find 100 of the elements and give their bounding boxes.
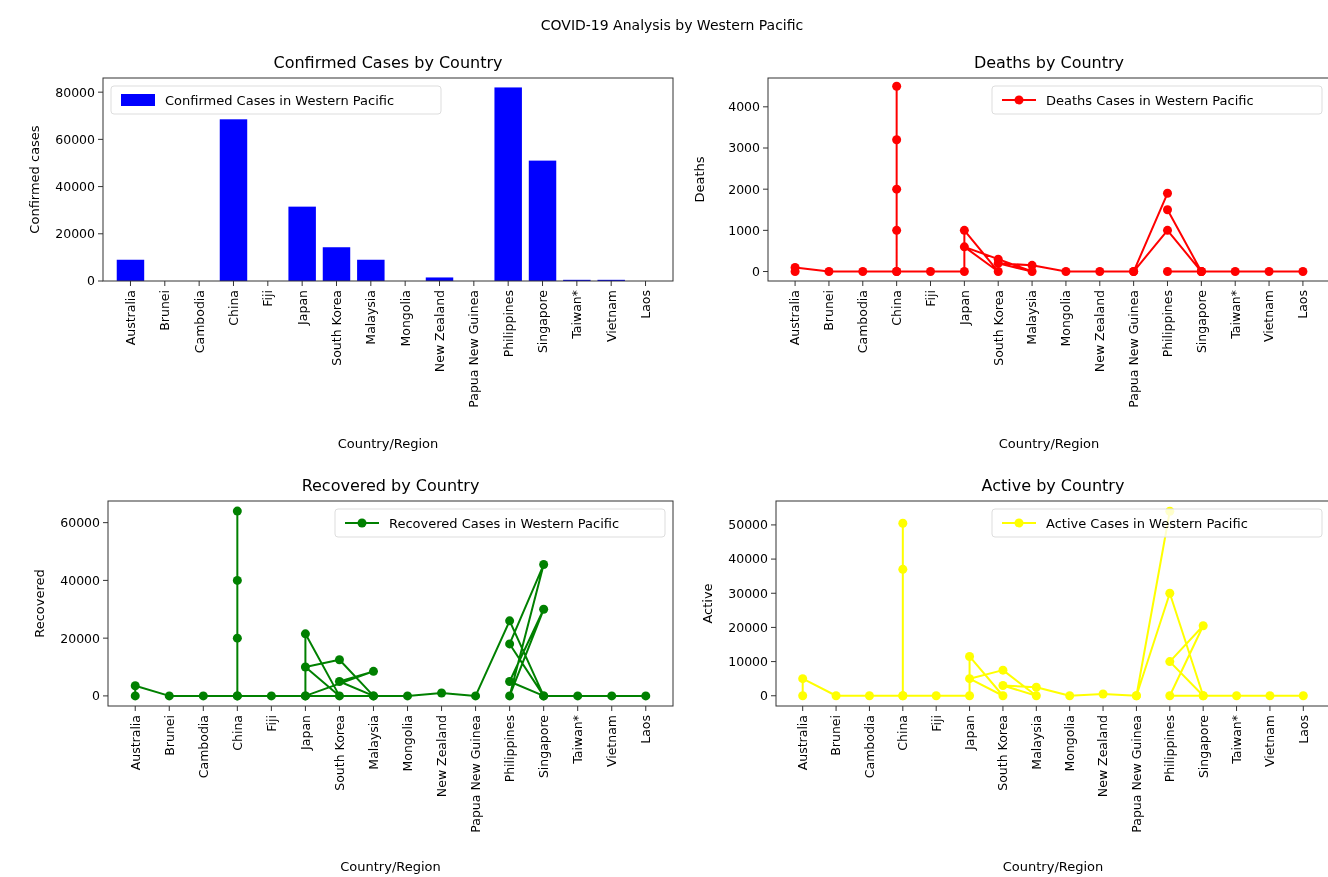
x-tick-label: Japan xyxy=(294,290,310,326)
x-tick-label: Philippines xyxy=(502,715,517,783)
x-tick-label: Brunei xyxy=(821,290,837,331)
x-tick-label: New Zealand xyxy=(1092,290,1108,373)
y-tick-label: 0 xyxy=(752,263,761,279)
x-tick-label: China xyxy=(225,290,241,326)
x-tick-label: Fiji xyxy=(928,715,944,732)
x-tick-label: Mongolia xyxy=(1058,290,1074,347)
x-tick-label: Papua New Guinea xyxy=(467,715,483,833)
x-tick-label: South Korea xyxy=(990,290,1006,366)
y-tick-label: 0 xyxy=(87,273,96,289)
x-tick-label: Brunei xyxy=(828,715,844,756)
x-tick-label: Japan xyxy=(297,715,313,751)
chart-title: Active by Country xyxy=(981,476,1125,495)
y-tick-label: 2000 xyxy=(728,181,761,197)
x-tick-label: China xyxy=(895,715,911,751)
y-tick-label: 60000 xyxy=(55,131,96,147)
y-tick-label: 0 xyxy=(92,688,101,704)
x-tick-label: Cambodia xyxy=(191,290,207,354)
chart-title: Confirmed Cases by Country xyxy=(273,53,503,72)
x-tick-label: Laos xyxy=(638,715,654,744)
x-tick-label: Australia xyxy=(122,290,138,346)
y-tick-label: 20000 xyxy=(55,226,96,242)
x-tick-label: Laos xyxy=(637,290,653,319)
x-tick-label: New Zealand xyxy=(431,290,447,373)
y-tick-label: 40000 xyxy=(55,178,96,194)
x-tick-label: Mongolia xyxy=(397,290,413,347)
x-tick-label: South Korea xyxy=(328,290,344,366)
x-tick-label: Vietnam xyxy=(1262,715,1278,768)
y-tick-label: 3000 xyxy=(728,140,761,156)
x-tick-label: China xyxy=(889,290,905,326)
x-tick-label: Taiwan* xyxy=(1228,715,1244,765)
x-tick-label: Singapore xyxy=(1195,714,1211,779)
x-tick-label: New Zealand xyxy=(1095,715,1111,798)
x-tick-label: Malaysia xyxy=(1028,715,1044,770)
x-tick-label: Vietnam xyxy=(604,715,620,768)
x-axis-title: Country/Region xyxy=(998,436,1100,451)
x-axis-title: Country/Region xyxy=(337,436,439,451)
y-tick-label: 1000 xyxy=(728,222,761,238)
y-tick-label: 20000 xyxy=(728,619,769,635)
y-tick-label: 30000 xyxy=(728,585,769,601)
x-tick-label: Laos xyxy=(1295,290,1311,319)
x-tick-label: Vietnam xyxy=(603,290,619,343)
x-tick-label: Mongolia xyxy=(1062,715,1078,772)
y-axis-title: Deaths xyxy=(692,156,707,203)
x-tick-label: Brunei xyxy=(157,290,173,331)
x-tick-label: Malaysia xyxy=(1024,290,1040,345)
x-tick-label: Laos xyxy=(1295,715,1311,744)
x-tick-label: Taiwan* xyxy=(569,290,585,340)
x-tick-label: China xyxy=(229,715,245,751)
x-tick-label: Brunei xyxy=(161,715,177,756)
x-tick-label: New Zealand xyxy=(433,715,449,798)
x-tick-label: Philippines xyxy=(1162,715,1178,783)
x-tick-label: Cambodia xyxy=(861,715,877,779)
x-tick-label: Australia xyxy=(795,715,811,771)
y-tick-label: 20000 xyxy=(60,630,101,646)
x-tick-label: Vietnam xyxy=(1261,290,1277,343)
x-tick-label: South Korea xyxy=(331,715,347,791)
x-axis-title: Country/Region xyxy=(340,859,441,874)
y-tick-label: 0 xyxy=(760,688,769,704)
x-tick-label: Australia xyxy=(787,290,803,346)
y-tick-label: 60000 xyxy=(60,515,101,531)
x-tick-label: Australia xyxy=(127,715,143,771)
x-tick-label: Cambodia xyxy=(855,290,871,354)
x-tick-label: Taiwan* xyxy=(1227,290,1243,340)
x-tick-label: Japan xyxy=(956,290,972,326)
legend-label: Recovered Cases in Western Pacific xyxy=(389,515,620,531)
x-tick-label: Papua New Guinea xyxy=(466,290,482,408)
y-tick-label: 80000 xyxy=(55,84,96,100)
chart-title: Recovered by Country xyxy=(301,476,480,495)
x-tick-label: Singapore xyxy=(536,714,552,779)
x-tick-label: Papua New Guinea xyxy=(1126,290,1142,408)
x-tick-label: Fiji xyxy=(922,290,938,307)
y-tick-label: 4000 xyxy=(728,99,761,115)
legend-label: Active Cases in Western Pacific xyxy=(1046,515,1248,531)
y-tick-label: 40000 xyxy=(60,572,101,588)
x-tick-label: Malaysia xyxy=(363,290,379,345)
x-tick-label: Singapore xyxy=(1193,289,1209,354)
y-axis-title: Active xyxy=(700,583,715,624)
y-axis-title: Confirmed cases xyxy=(27,125,42,234)
x-tick-label: Singapore xyxy=(534,289,550,354)
x-tick-label: Cambodia xyxy=(195,715,211,779)
text: COVID-19 Analysis by Western Pacific xyxy=(540,17,804,33)
x-tick-label: Malaysia xyxy=(365,715,381,770)
legend-label: Deaths Cases in Western Pacific xyxy=(1046,92,1254,108)
legend-label: Confirmed Cases in Western Pacific xyxy=(165,92,395,108)
y-tick-label: 40000 xyxy=(728,551,769,567)
y-tick-label: 50000 xyxy=(728,517,769,533)
y-axis-title: Recovered xyxy=(32,569,47,638)
y-tick-label: 10000 xyxy=(728,653,769,669)
x-tick-label: Mongolia xyxy=(399,715,415,772)
x-axis-title: Country/Region xyxy=(1002,859,1104,874)
x-tick-label: Papua New Guinea xyxy=(1128,715,1144,833)
x-tick-label: Fiji xyxy=(263,715,279,732)
x-tick-label: Taiwan* xyxy=(570,715,586,765)
x-tick-label: South Korea xyxy=(995,715,1011,791)
chart-title: Deaths by Country xyxy=(973,53,1125,72)
x-tick-label: Philippines xyxy=(1159,290,1175,358)
x-tick-label: Philippines xyxy=(500,290,516,358)
x-tick-label: Japan xyxy=(961,715,977,751)
